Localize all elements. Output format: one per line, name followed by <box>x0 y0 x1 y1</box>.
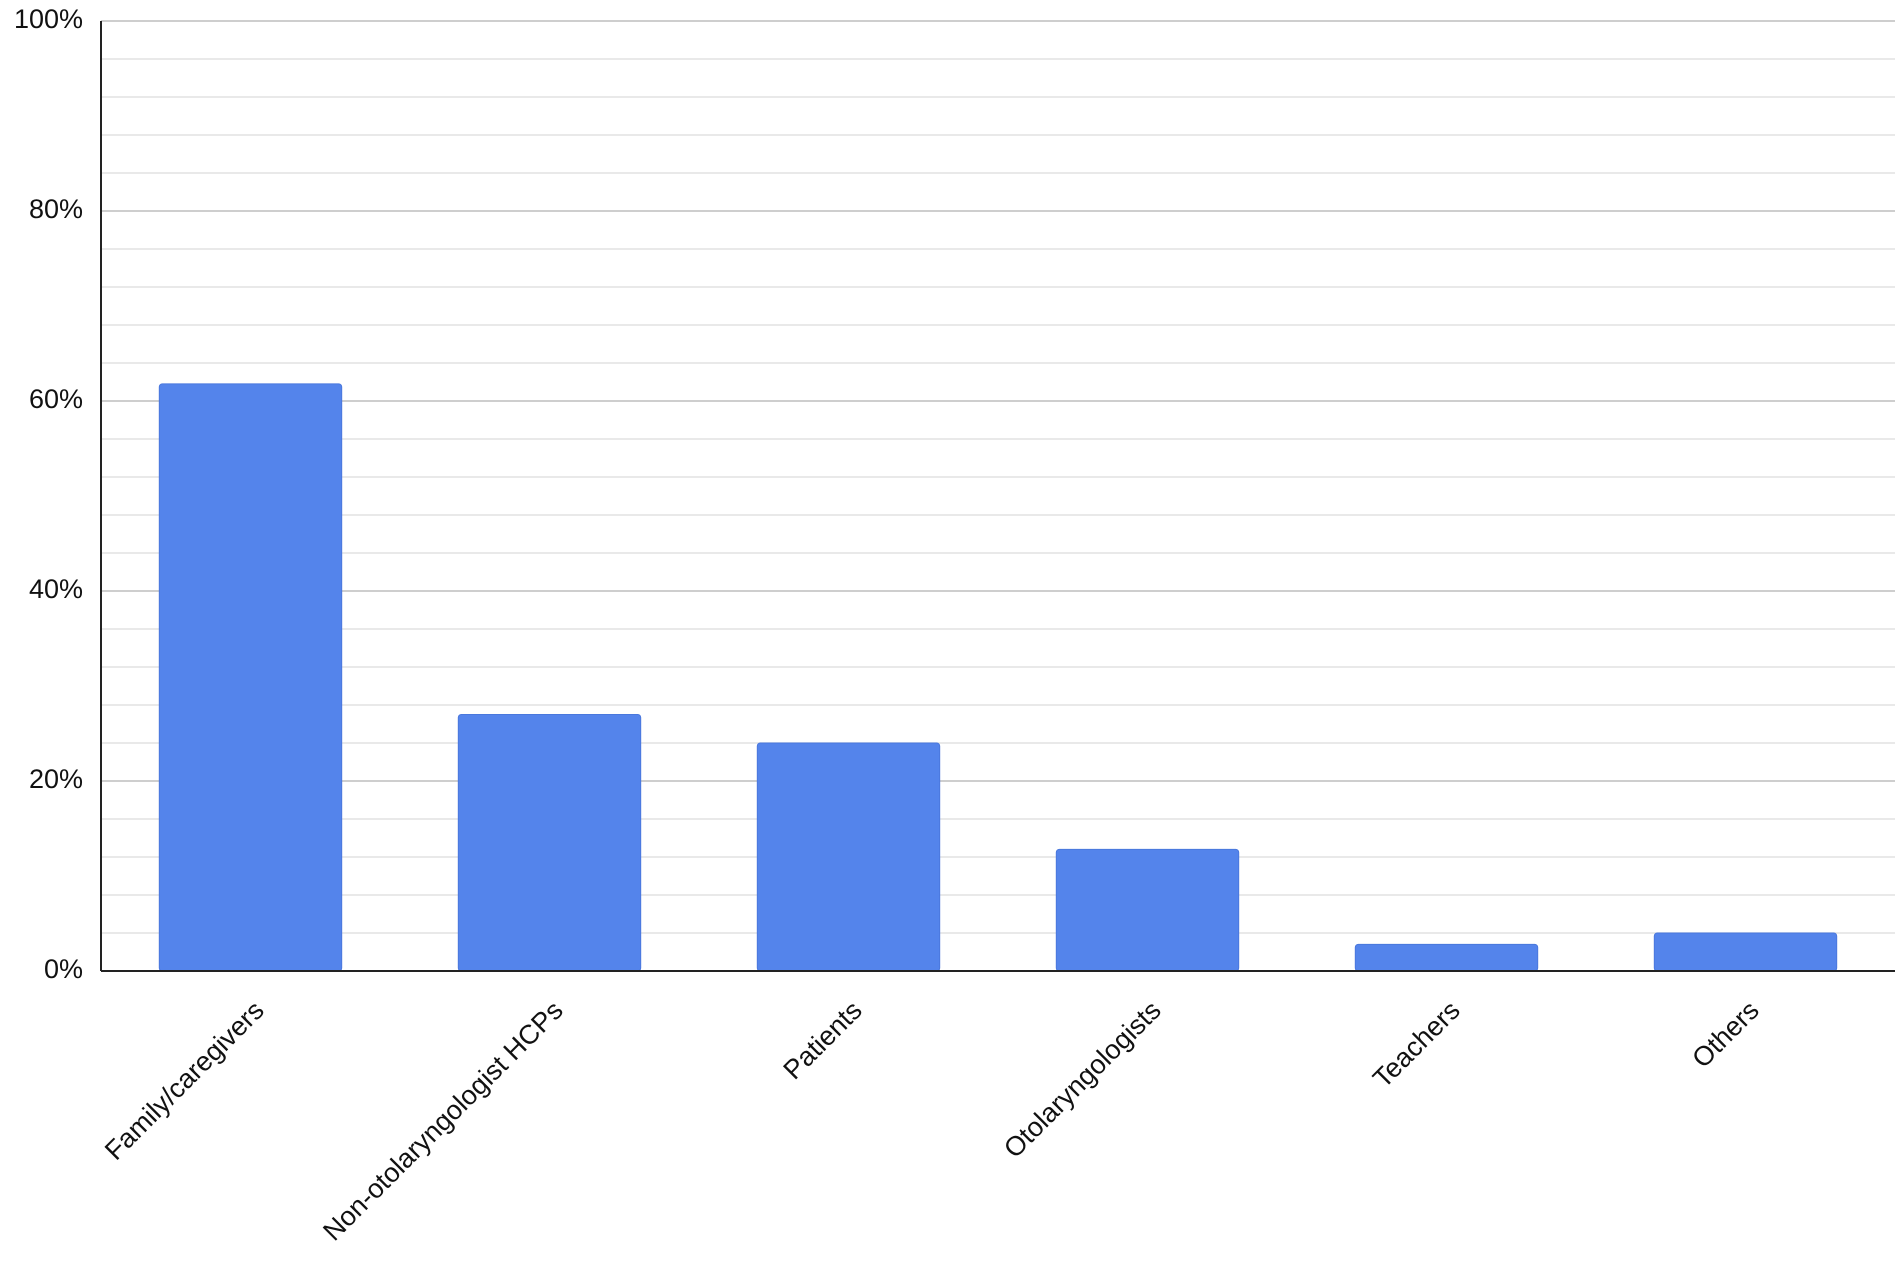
x-tick-label: Others <box>1686 995 1765 1074</box>
y-tick-label: 60% <box>29 384 83 414</box>
x-tick-label: Family/caregivers <box>99 995 270 1166</box>
bar <box>1055 848 1240 972</box>
x-tick-label: Patients <box>778 995 868 1085</box>
bar <box>457 714 642 972</box>
bar <box>1653 932 1838 972</box>
x-tick-label: Non-otolaryngologist HCPs <box>317 995 568 1246</box>
x-tick-label: Otolaryngologists <box>998 995 1167 1164</box>
y-tick-label: 20% <box>29 764 83 794</box>
bar <box>1354 943 1539 972</box>
y-tick-label: 80% <box>29 194 83 224</box>
x-tick-label: Teachers <box>1367 995 1466 1094</box>
y-tick-label: 0% <box>44 954 83 984</box>
y-tick-label: 40% <box>29 574 83 604</box>
bar <box>756 742 941 972</box>
y-tick-label: 100% <box>14 4 83 34</box>
bar <box>158 383 343 972</box>
